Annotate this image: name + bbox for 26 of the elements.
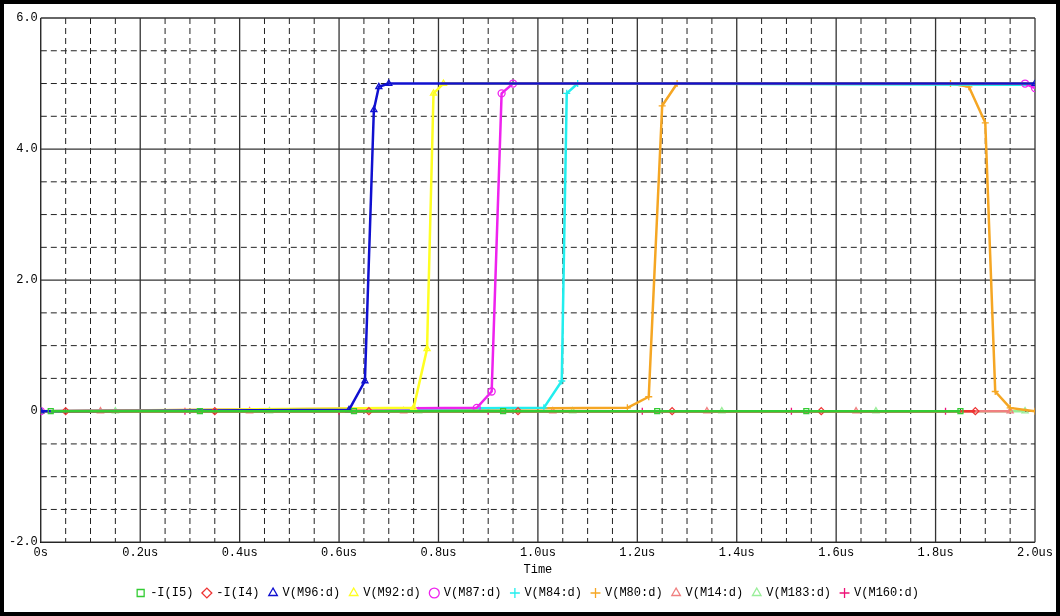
x-tick-label: 1.0us (519, 545, 556, 560)
x-axis-title: Time (523, 562, 553, 577)
legend-label: V(M160:d) (854, 586, 919, 601)
x-tick-label: 1.2us (619, 545, 656, 560)
x-tick-label: 0.8us (420, 545, 457, 560)
x-tick-label: 0.2us (122, 545, 159, 560)
x-tick-label: 0.6us (321, 545, 358, 560)
x-tick-label: 0s (33, 545, 49, 560)
legend-label: V(M14:d) (685, 586, 744, 601)
legend-label: V(M183:d) (766, 586, 832, 601)
legend-label: -I(I4) (216, 586, 260, 601)
legend-label: V(M84:d) (524, 586, 583, 601)
legend-label: V(M87:d) (443, 586, 502, 601)
x-tick-label: 0.4us (221, 545, 258, 560)
legend-label: V(M80:d) (605, 586, 663, 601)
y-tick-label: 2.0 (16, 273, 38, 288)
x-tick-label: 1.4us (718, 545, 755, 560)
y-tick-label: 0 (30, 404, 38, 419)
legend-label: -I(I5) (150, 586, 194, 601)
y-tick-label: 4.0 (16, 142, 38, 157)
legend-label: V(M92:d) (363, 586, 421, 601)
x-tick-label: 2.0us (1016, 545, 1053, 560)
x-tick-label: 1.8us (917, 545, 954, 560)
x-tick-label: 1.6us (818, 545, 855, 560)
legend-label: V(M96:d) (282, 586, 341, 601)
y-tick-label: 6.0 (16, 11, 38, 26)
